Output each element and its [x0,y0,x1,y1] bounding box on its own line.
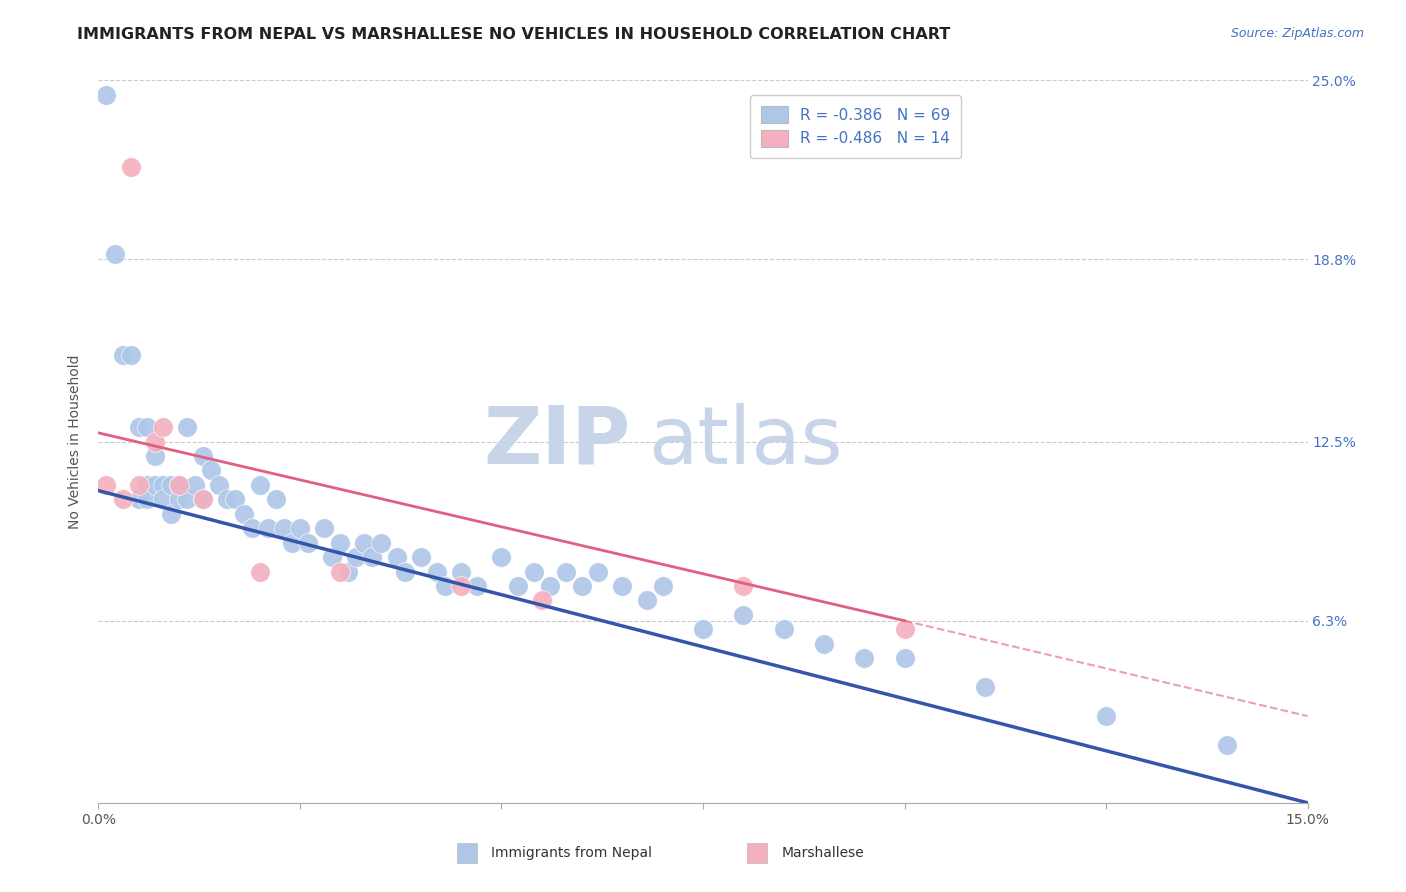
Point [329,565,352,579]
Point [103,246,125,260]
Point [193,449,215,463]
Point [96,478,118,492]
Point [193,492,215,507]
Legend: R = -0.386   N = 69, R = -0.486   N = 14: R = -0.386 N = 69, R = -0.486 N = 14 [749,95,962,158]
Point [264,492,287,507]
Point [120,348,142,362]
Point [538,579,561,593]
Point [160,478,183,492]
Point [167,492,190,507]
Point [491,550,513,565]
Point [208,478,231,492]
Point [120,160,142,174]
Point [344,550,367,565]
Point [128,420,150,434]
Point [893,623,915,637]
Text: IMMIGRANTS FROM NEPAL VS MARSHALLESE NO VEHICLES IN HOUSEHOLD CORRELATION CHART: IMMIGRANTS FROM NEPAL VS MARSHALLESE NO … [77,27,950,42]
Point [176,420,198,434]
Point [176,492,198,507]
Point [143,478,166,492]
Point [193,492,215,507]
Point [426,565,449,579]
Point [1095,709,1118,723]
Point [152,478,174,492]
Point [692,623,714,637]
Point [321,550,343,565]
Point [184,478,207,492]
Point [409,550,432,565]
Point [281,535,304,549]
Point [450,565,472,579]
Text: atlas: atlas [648,402,844,481]
Point [733,607,755,622]
Point [143,434,166,449]
Text: Immigrants from Nepal: Immigrants from Nepal [492,847,652,861]
Point [288,521,311,535]
Point [450,579,472,593]
Point [135,478,157,492]
Point [651,579,673,593]
Point [813,637,835,651]
Point [506,579,529,593]
Point [273,521,295,535]
Point [152,420,174,434]
Point [1216,738,1239,752]
Point [733,579,755,593]
Point [586,565,609,579]
Point [240,521,263,535]
Point [249,478,271,492]
Point [111,348,134,362]
Point [224,492,246,507]
Point [530,593,553,607]
Point [160,507,183,521]
Point [434,579,457,593]
Point [772,623,794,637]
Point [167,478,190,492]
Point [385,550,408,565]
Point [232,507,254,521]
Point [167,478,190,492]
Point [555,565,578,579]
Y-axis label: No Vehicles in Household: No Vehicles in Household [69,354,83,529]
Point [893,651,915,665]
Point [200,463,222,477]
Point [394,565,416,579]
Point [571,579,593,593]
Point [128,478,150,492]
Point [353,535,375,549]
Point [96,87,118,102]
Point [370,535,392,549]
Point [329,535,352,549]
Point [249,565,271,579]
Point [135,492,157,507]
Point [465,579,488,593]
Point [217,492,239,507]
Point [297,535,319,549]
Point [135,420,157,434]
Text: Marshallese: Marshallese [782,847,865,861]
Point [314,521,336,535]
Point [636,593,658,607]
Point [523,565,546,579]
Point [974,680,997,694]
Point [853,651,876,665]
Text: ZIP: ZIP [484,402,630,481]
Point [361,550,384,565]
Point [256,521,278,535]
Point [143,449,166,463]
Point [128,492,150,507]
Point [152,492,174,507]
Point [111,492,134,507]
Text: Source: ZipAtlas.com: Source: ZipAtlas.com [1230,27,1364,40]
Point [612,579,634,593]
Point [337,565,360,579]
